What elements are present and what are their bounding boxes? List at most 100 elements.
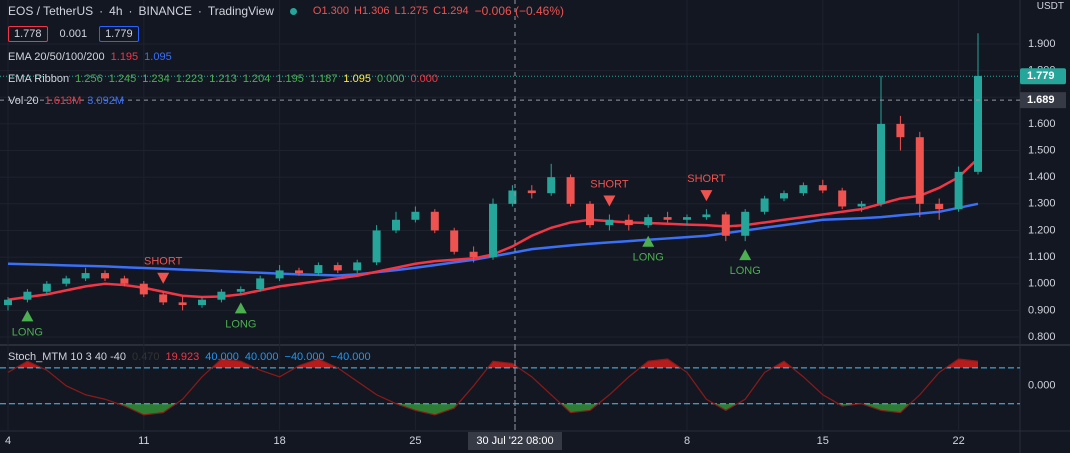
y-tick-label: 0.800 bbox=[1028, 331, 1056, 343]
x-tick-label: 8 bbox=[684, 435, 690, 447]
indicator-name: Vol 20 bbox=[8, 95, 39, 107]
y-tick-label: 0.900 bbox=[1028, 304, 1056, 316]
candle-body bbox=[702, 214, 711, 218]
ohlc-value: H1.306 bbox=[354, 5, 390, 17]
candle-body bbox=[780, 193, 788, 199]
indicator-value: 1.234 bbox=[142, 73, 170, 85]
candle-body bbox=[605, 219, 614, 226]
indicator-value: 1.095 bbox=[343, 73, 371, 85]
x-tick-label: 22 bbox=[952, 435, 964, 447]
order-box[interactable]: 0.001 bbox=[59, 28, 88, 40]
candle-body bbox=[624, 219, 633, 226]
candle-body bbox=[683, 217, 691, 220]
signal-label: SHORT bbox=[144, 256, 183, 268]
candle-body bbox=[42, 283, 51, 292]
ohlc: O1.300 H1.306 L1.275 C1.294 bbox=[313, 5, 469, 17]
stoch-value: 0.470 bbox=[132, 351, 160, 363]
indicator-value: 1.223 bbox=[175, 73, 204, 85]
candle-body bbox=[741, 211, 750, 236]
candle-body bbox=[295, 270, 303, 274]
candle-body bbox=[120, 278, 129, 284]
candle-body bbox=[915, 137, 924, 204]
candle-body bbox=[81, 273, 90, 279]
stoch-name: Stoch_MTM 10 3 40 -40 bbox=[8, 351, 127, 363]
y-tick-label: 1.500 bbox=[1028, 144, 1056, 156]
candle-body bbox=[450, 230, 459, 252]
short-signal bbox=[603, 195, 616, 207]
indicator-value: 1.245 bbox=[108, 73, 137, 85]
candle-body bbox=[236, 289, 245, 292]
crosshair-price-box bbox=[1020, 92, 1066, 109]
order-box[interactable]: 1.779 bbox=[99, 26, 139, 42]
indicator-value: 1.095 bbox=[144, 51, 172, 63]
x-tick-label: 25 bbox=[409, 435, 421, 447]
candle-body bbox=[489, 203, 497, 258]
interval[interactable]: 4h bbox=[109, 4, 123, 18]
x-tick-label: 18 bbox=[273, 435, 285, 447]
candle-body bbox=[159, 294, 168, 303]
order-box[interactable]: 1.778 bbox=[8, 26, 48, 42]
candle-body bbox=[508, 190, 517, 204]
stoch-value: 40.000 bbox=[205, 351, 239, 363]
currency[interactable]: USDT bbox=[1036, 1, 1064, 12]
ohlc-value: C1.294 bbox=[433, 5, 469, 17]
candle-body bbox=[527, 190, 536, 194]
order-boxes: 1.778 0.001 1.779 bbox=[8, 26, 139, 42]
change: −0.006 (−0.46%) bbox=[474, 4, 565, 18]
exchange: BINANCE bbox=[138, 4, 192, 18]
long-signal bbox=[642, 235, 655, 247]
candle-body bbox=[838, 190, 847, 207]
stoch-value: −40.000 bbox=[330, 351, 371, 363]
signal-label: SHORT bbox=[687, 173, 726, 185]
candle-body bbox=[23, 291, 32, 300]
x-tick-label: 4 bbox=[5, 435, 11, 447]
candle-body bbox=[818, 185, 827, 191]
stoch-legend: Stoch_MTM 10 3 40 -40 0.470 19.923 40.000 40… bbox=[8, 351, 371, 363]
y-tick-label: 1.200 bbox=[1028, 224, 1056, 236]
stoch-line bbox=[7, 358, 979, 416]
indicator-row: EMA Ribbon 1.256 1.245 1.234 1.223 1.213 1.204… bbox=[8, 73, 438, 85]
crosshair-price-label: 1.689 bbox=[1027, 94, 1055, 106]
y-tick-label: 1.300 bbox=[1028, 198, 1056, 210]
candle-body bbox=[644, 217, 653, 226]
indicator-value: 1.256 bbox=[75, 73, 103, 85]
x-tick-label: 11 bbox=[138, 435, 149, 447]
candle-body bbox=[877, 123, 885, 204]
candle-body bbox=[411, 211, 420, 220]
candle-body bbox=[469, 251, 478, 258]
candle-body bbox=[721, 214, 730, 236]
candle-body bbox=[178, 302, 187, 306]
long-signal bbox=[234, 302, 247, 314]
signal-label: LONG bbox=[225, 318, 256, 330]
candle-body bbox=[314, 265, 323, 274]
y-tick-label: 1.600 bbox=[1028, 118, 1056, 130]
candle-body bbox=[198, 299, 206, 306]
candle-body bbox=[935, 203, 944, 210]
y-tick-label: 1.900 bbox=[1028, 38, 1056, 50]
candle-body bbox=[799, 185, 808, 194]
signal-label: LONG bbox=[730, 265, 761, 277]
stoch-oversold-fill bbox=[8, 403, 978, 415]
source: TradingView bbox=[207, 4, 274, 18]
indicator-value: 1.213 bbox=[209, 73, 237, 85]
y-tick-label: 1.400 bbox=[1028, 171, 1056, 183]
candle-body bbox=[256, 278, 265, 290]
stoch-value: −40.000 bbox=[284, 351, 325, 363]
last-price-label: 1.779 bbox=[1027, 70, 1055, 82]
indicator-value: 1.195 bbox=[276, 73, 304, 85]
candle-body bbox=[217, 291, 226, 300]
candle-body bbox=[896, 123, 905, 138]
stoch-value: 19.923 bbox=[165, 351, 200, 363]
indicator-value: 0.000 bbox=[410, 73, 438, 85]
stoch-tick-label: 0.000 bbox=[1028, 380, 1056, 392]
indicator-value: 1.187 bbox=[309, 73, 338, 85]
signal-label: SHORT bbox=[590, 178, 629, 190]
candle-body bbox=[857, 203, 866, 207]
symbol: EOS / TetherUS bbox=[8, 4, 94, 18]
candle-body bbox=[954, 171, 963, 210]
y-tick-label: 1.000 bbox=[1028, 278, 1056, 290]
last-price-box bbox=[1020, 68, 1066, 85]
indicator-name: EMA 20/50/100/200 bbox=[8, 51, 105, 63]
candle-body bbox=[663, 217, 672, 220]
candle-body bbox=[760, 198, 769, 212]
